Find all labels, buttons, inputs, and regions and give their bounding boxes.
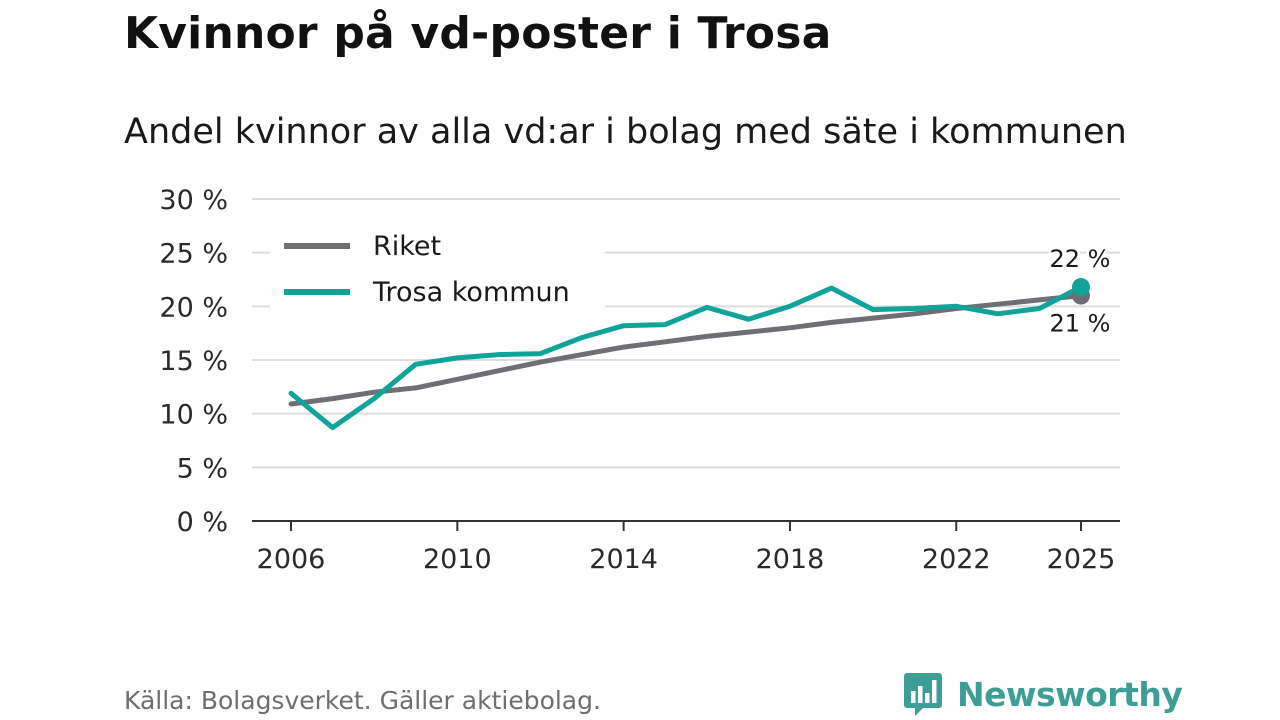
legend-label: Trosa kommun [372, 277, 570, 308]
series [288, 278, 1090, 431]
x-tick-label: 2010 [423, 544, 492, 575]
y-tick-label: 30 % [159, 185, 228, 216]
series-end-point [1072, 278, 1090, 297]
y-tick-label: 25 % [159, 239, 228, 270]
x-tick-label: 2014 [589, 544, 658, 575]
x-tick-label: 2018 [756, 544, 825, 575]
legend-label: Riket [373, 231, 441, 262]
y-tick-label: 15 % [159, 346, 228, 377]
chart-title: Kvinnor på vd-poster i Trosa [124, 8, 832, 59]
end-labels: 21 % 22 % [1047, 243, 1113, 341]
y-tick-label: 5 % [177, 453, 228, 484]
series-end-label: 21 % [1050, 310, 1111, 338]
x-tick-label: 2025 [1047, 544, 1116, 575]
series-end-label: 22 % [1050, 245, 1111, 273]
legend: Riket Trosa kommun [270, 222, 605, 318]
x-tick-label: 2022 [922, 544, 991, 575]
x-axis [252, 520, 1120, 531]
y-tick-label: 0 % [177, 507, 228, 538]
newsworthy-logo-icon [904, 673, 942, 716]
series-line [288, 284, 1084, 431]
y-tick-label: 10 % [159, 400, 228, 431]
x-axis-labels: 2006 2010 2014 2018 2022 2025 [257, 544, 1116, 575]
legend-background [270, 222, 605, 318]
y-axis-labels: 0 % 5 % 10 % 15 % 20 % 25 % 30 % [159, 185, 228, 538]
series-line [288, 293, 1084, 407]
brand: Newsworthy [903, 671, 1183, 717]
chart-subtitle: Andel kvinnor av alla vd:ar i bolag med … [124, 112, 1127, 152]
x-tick-label: 2006 [257, 544, 326, 575]
brand-name: Newsworthy [957, 674, 1183, 714]
source-note: Källa: Bolagsverket. Gäller aktiebolag. [124, 686, 601, 715]
y-tick-label: 20 % [159, 292, 228, 323]
